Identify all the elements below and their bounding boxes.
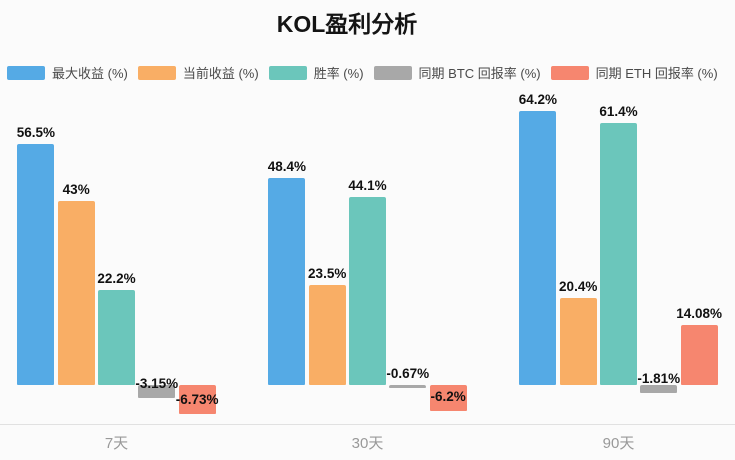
bar-win-rate-90d[interactable] (600, 122, 637, 385)
legend-marker-eth-return (550, 65, 589, 80)
legend-marker-max-return (7, 65, 45, 80)
bar-value-btc-return-30d: -0.67% (386, 365, 430, 381)
bar-eth-return-90d[interactable] (680, 324, 718, 385)
legend-marker-win-rate (268, 65, 307, 80)
legend-label-win-rate: 胜率 (%) (313, 66, 364, 81)
bar-value-max-return-90d: 64.2% (518, 91, 558, 107)
bar-value-eth-return-7d: -6.73% (175, 391, 219, 407)
bar-btc-return-7d[interactable] (138, 385, 176, 399)
bar-eth-return-30d[interactable] (429, 385, 467, 412)
chart-title: KOL盈利分析 (276, 11, 418, 37)
bar-win-rate-30d[interactable] (349, 196, 386, 385)
bar-value-max-return-7d: 56.5% (16, 124, 56, 140)
bar-value-current-return-90d: 20.4% (559, 278, 598, 294)
legend-label-max-return: 最大收益 (%) (52, 66, 128, 81)
bar-btc-return-90d[interactable] (640, 385, 678, 393)
bar-value-win-rate-30d: 44.1% (348, 177, 387, 193)
bar-value-win-rate-90d: 61.4% (599, 103, 638, 119)
legend: 最大收益 (%) 当前收益 (%) 胜率 (%) 同期 BTC 回报率 (%) 同期 E… (7, 63, 718, 82)
bar-win-rate-7d[interactable] (98, 290, 135, 385)
bar-max-return-7d[interactable] (17, 143, 55, 385)
legend-label-eth-return: 同期 ETH 回报率 (%) (595, 66, 718, 81)
bar-current-return-30d[interactable] (308, 284, 346, 385)
bar-value-current-return-7d: 43% (62, 182, 90, 198)
bar-value-eth-return-90d: 14.08% (676, 305, 722, 321)
legend-marker-btc-return (373, 65, 412, 80)
bar-value-eth-return-30d: -6.2% (430, 389, 466, 405)
x-axis-label-90d: 90天 (602, 435, 635, 452)
legend-item-btc-return[interactable]: 同期 BTC 回报率 (%) (373, 63, 541, 82)
legend-item-current-return[interactable]: 当前收益 (%) (137, 63, 259, 82)
bar-eth-return-7d[interactable] (178, 385, 216, 414)
bar-value-current-return-30d: 23.5% (308, 265, 347, 281)
legend-item-win-rate[interactable]: 胜率 (%) (268, 63, 364, 82)
x-axis-label-30d: 30天 (351, 435, 384, 452)
legend-item-eth-return[interactable]: 同期 ETH 回报率 (%) (550, 63, 718, 82)
x-axis-label-7d: 7天 (104, 435, 129, 452)
bar-current-return-90d[interactable] (559, 297, 597, 385)
bar-value-btc-return-90d: -1.81% (637, 370, 681, 386)
legend-marker-current-return (137, 65, 176, 80)
bar-btc-return-30d[interactable] (389, 385, 427, 388)
bar-max-return-30d[interactable] (268, 178, 306, 385)
x-axis-line (0, 424, 735, 425)
bar-value-win-rate-7d: 22.2% (97, 271, 136, 287)
legend-item-max-return[interactable]: 最大收益 (%) (7, 63, 128, 82)
legend-label-btc-return: 同期 BTC 回报率 (%) (418, 66, 541, 81)
legend-label-current-return: 当前收益 (%) (182, 66, 259, 81)
bar-value-btc-return-7d: -3.15% (135, 376, 179, 392)
bar-max-return-90d[interactable] (519, 110, 557, 385)
bar-value-max-return-30d: 48.4% (267, 159, 307, 175)
bar-current-return-7d[interactable] (57, 201, 95, 385)
